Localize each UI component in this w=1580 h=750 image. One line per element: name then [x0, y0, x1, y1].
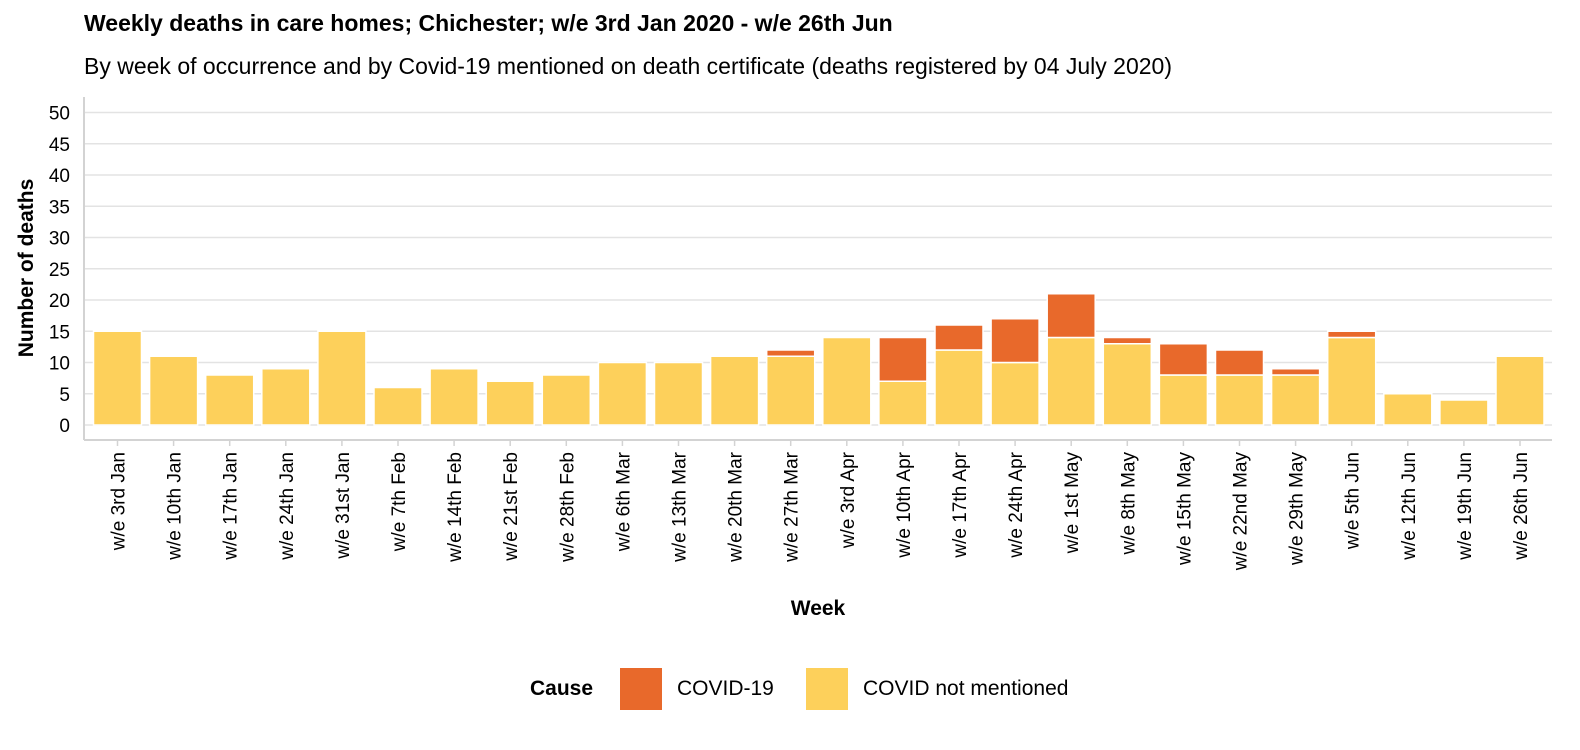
- x-tick-label: w/e 12th Jun: [1399, 452, 1420, 561]
- bar-covid-19: [765, 349, 816, 357]
- x-tick-label: w/e 3rd Apr: [838, 451, 859, 549]
- y-tick-label: 25: [49, 260, 70, 281]
- x-tick-label: w/e 29th May: [1287, 452, 1308, 566]
- x-tick-label: w/e 19th Jun: [1455, 452, 1476, 561]
- x-tick-label: w/e 14th Feb: [445, 452, 466, 563]
- bar-covid-not-mentioned: [822, 336, 872, 426]
- y-tick-label: 35: [49, 197, 70, 218]
- bar-covid-19: [878, 336, 928, 382]
- x-tick-label: w/e 24th Jan: [277, 452, 298, 561]
- bar-covid-19: [1270, 368, 1321, 376]
- bar-covid-not-mentioned: [653, 361, 704, 426]
- x-tick-label: w/e 28th Feb: [557, 452, 578, 563]
- x-tick-label: w/e 17th Apr: [950, 451, 971, 558]
- x-tick-label: w/e 17th Jan: [221, 452, 242, 561]
- bar-covid-not-mentioned: [373, 386, 423, 426]
- bar-covid-19: [1046, 293, 1096, 339]
- y-tick-label: 40: [49, 166, 70, 187]
- bar-covid-not-mentioned: [1326, 336, 1377, 426]
- x-tick-label: w/e 31st Jan: [333, 452, 354, 560]
- x-tick-label: w/e 3rd Jan: [109, 452, 130, 551]
- x-tick-label: w/e 21st Feb: [501, 452, 522, 562]
- bar-covid-not-mentioned: [429, 368, 479, 426]
- bar-covid-not-mentioned: [934, 349, 984, 426]
- chart-subtitle: By week of occurrence and by Covid-19 me…: [84, 53, 1173, 79]
- y-tick-label: 45: [49, 135, 70, 156]
- y-tick-label: 0: [59, 416, 70, 437]
- y-tick-labels: 0 5 10 15 20 25 30 35 40 45 50: [49, 104, 70, 438]
- x-tick-label: w/e 22nd May: [1231, 452, 1252, 572]
- x-tick-label: w/e 10th Jan: [165, 452, 186, 561]
- bar-covid-not-mentioned: [485, 380, 535, 426]
- bar-covid-19: [934, 324, 984, 351]
- bar-covid-not-mentioned: [765, 355, 816, 426]
- bar-covid-not-mentioned: [1102, 343, 1153, 426]
- x-axis-title: Week: [791, 597, 846, 620]
- x-tick-label: w/e 8th May: [1118, 452, 1139, 556]
- y-tick-label: 50: [49, 104, 70, 125]
- bar-covid-not-mentioned: [204, 374, 255, 426]
- bar-covid-not-mentioned: [990, 361, 1040, 426]
- bar-covid-not-mentioned: [148, 355, 199, 426]
- bars: [92, 293, 1545, 426]
- x-tick-label: w/e 20th Mar: [726, 451, 747, 562]
- x-tick-label: w/e 13th Mar: [670, 451, 691, 562]
- bar-covid-19: [1158, 343, 1209, 376]
- chart-title: Weekly deaths in care homes; Chichester;…: [84, 10, 893, 36]
- bar-covid-not-mentioned: [1046, 336, 1096, 426]
- gridlines: [84, 111, 1552, 426]
- bar-covid-19: [990, 318, 1040, 364]
- y-axis-title: Number of deaths: [15, 179, 38, 358]
- bar-covid-not-mentioned: [1495, 355, 1545, 426]
- axes: [83, 97, 1552, 441]
- bar-covid-not-mentioned: [541, 374, 592, 426]
- y-tick-label: 20: [49, 291, 70, 312]
- x-tick-label: w/e 7th Feb: [389, 452, 410, 552]
- y-tick-label: 30: [49, 229, 70, 250]
- bar-covid-not-mentioned: [1383, 393, 1433, 426]
- y-tick-label: 15: [49, 322, 70, 343]
- legend-swatch-covid-19: [620, 668, 662, 710]
- bar-covid-not-mentioned: [1158, 374, 1209, 426]
- legend-label-covid-not-mentioned: COVID not mentioned: [863, 677, 1069, 700]
- bar-covid-not-mentioned: [597, 361, 648, 426]
- x-tick-label: w/e 1st May: [1062, 452, 1083, 555]
- legend: Cause COVID-19 COVID not mentioned: [0, 668, 1580, 712]
- bar-covid-not-mentioned: [92, 330, 143, 426]
- legend-swatch-covid-not-mentioned: [806, 668, 848, 710]
- x-tick-label: w/e 10th Apr: [894, 451, 915, 558]
- bar-covid-19: [1326, 330, 1377, 339]
- bar-covid-19: [1102, 336, 1153, 345]
- bar-covid-not-mentioned: [1270, 374, 1321, 426]
- x-tick-label: w/e 15th May: [1174, 452, 1195, 566]
- bar-covid-19: [1214, 349, 1265, 376]
- x-tick-labels: w/e 3rd Jan w/e 10th Jan w/e 17th Jan w/e 2…: [109, 440, 1532, 572]
- y-tick-label: 10: [49, 354, 70, 375]
- y-tick-label: 5: [59, 385, 70, 406]
- legend-title: Cause: [530, 677, 594, 700]
- x-tick-label: w/e 5th Jun: [1343, 452, 1364, 550]
- x-tick-label: w/e 6th Mar: [613, 451, 634, 552]
- bar-covid-not-mentioned: [878, 380, 928, 426]
- bar-covid-not-mentioned: [261, 368, 311, 426]
- x-tick-label: w/e 26th Jun: [1511, 452, 1532, 561]
- bar-covid-not-mentioned: [1214, 374, 1265, 426]
- x-tick-label: w/e 24th Apr: [1006, 451, 1027, 558]
- bar-covid-not-mentioned: [317, 330, 367, 426]
- bar-covid-not-mentioned: [1439, 399, 1489, 426]
- legend-label-covid-19: COVID-19: [677, 677, 774, 700]
- bar-covid-not-mentioned: [709, 355, 760, 426]
- x-tick-label: w/e 27th Mar: [782, 451, 803, 562]
